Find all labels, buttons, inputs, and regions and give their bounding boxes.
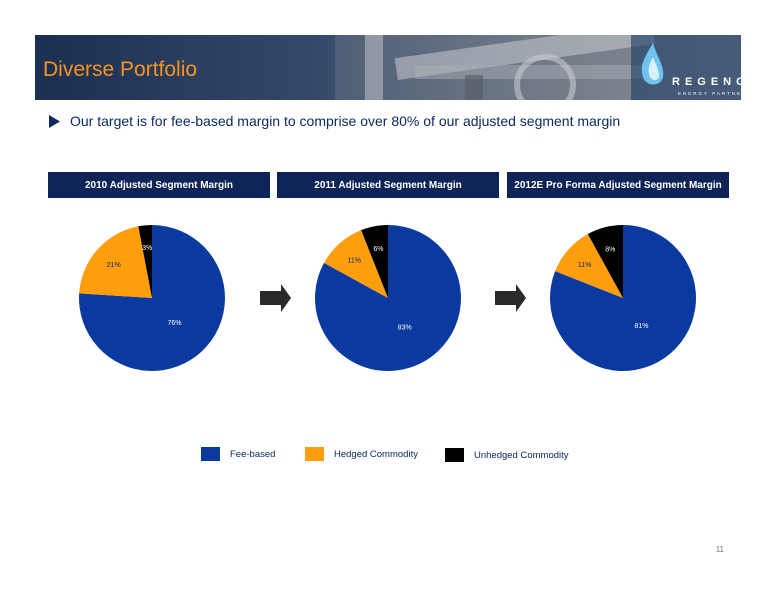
chart-legend: Fee-based Hedged Commodity Unhedged Comm… [0, 446, 776, 466]
pie-chart-0: 76% 21% 3% [79, 225, 225, 371]
triangle-right-icon [49, 114, 60, 128]
logo-subtitle: ENERGY PARTNERS [678, 91, 753, 96]
chart-2011-header: 2011 Adjusted Segment Margin [277, 172, 499, 198]
chart-2012-header: 2012E Pro Forma Adjusted Segment Margin [507, 172, 729, 198]
pie-data-label: 3% [142, 245, 152, 252]
legend-item-fee-based: Fee-based [201, 447, 275, 461]
arrow-right-icon [495, 284, 526, 312]
pie-data-label: 76% [167, 320, 181, 327]
legend-swatch-unhedged-commodity [445, 448, 464, 462]
legend-label: Hedged Commodity [334, 448, 418, 460]
legend-label: Fee-based [230, 448, 276, 460]
pie-data-label: 11% [578, 262, 592, 269]
legend-item-hedged-commodity: Hedged Commodity [305, 447, 418, 461]
pie-chart-2: 81% 11% 8% [550, 225, 697, 371]
pie-data-label: 8% [605, 247, 615, 254]
pie-data-label: 83% [398, 324, 412, 331]
pie-data-label: 21% [107, 262, 121, 269]
pie-slice-unhedged-commodity [361, 225, 388, 298]
pie-data-label: 81% [634, 323, 648, 330]
legend-swatch-hedged-commodity [305, 447, 324, 461]
subheading-text: Our target is for fee-based margin to co… [70, 113, 621, 129]
pie-slice-unhedged-commodity [138, 225, 152, 298]
page-number: 11 [715, 545, 724, 554]
legend-item-unhedged-commodity: Unhedged Commodity [445, 448, 569, 462]
legend-label: Unhedged Commodity [474, 449, 569, 461]
legend-swatch-fee-based [201, 447, 220, 461]
pie-slice-hedged-commodity [555, 234, 623, 298]
pie-data-label: 11% [347, 258, 361, 265]
pie-slice-hedged-commodity [79, 226, 152, 298]
logo-name: REGENCY [672, 76, 762, 88]
pie-slice-hedged-commodity [324, 230, 388, 298]
arrow-right-icon [260, 284, 291, 312]
flame-drop-icon [631, 35, 741, 100]
title-banner: Diverse Portfolio [35, 35, 741, 100]
pie-data-label: 6% [373, 246, 383, 253]
pie-slice-unhedged-commodity [587, 225, 623, 298]
page-title: Diverse Portfolio [43, 58, 198, 81]
chart-2010-header: 2010 Adjusted Segment Margin [48, 172, 270, 198]
subheading: Our target is for fee-based margin to co… [48, 113, 620, 129]
pie-chart-1: 83% 11% 6% [315, 225, 461, 371]
